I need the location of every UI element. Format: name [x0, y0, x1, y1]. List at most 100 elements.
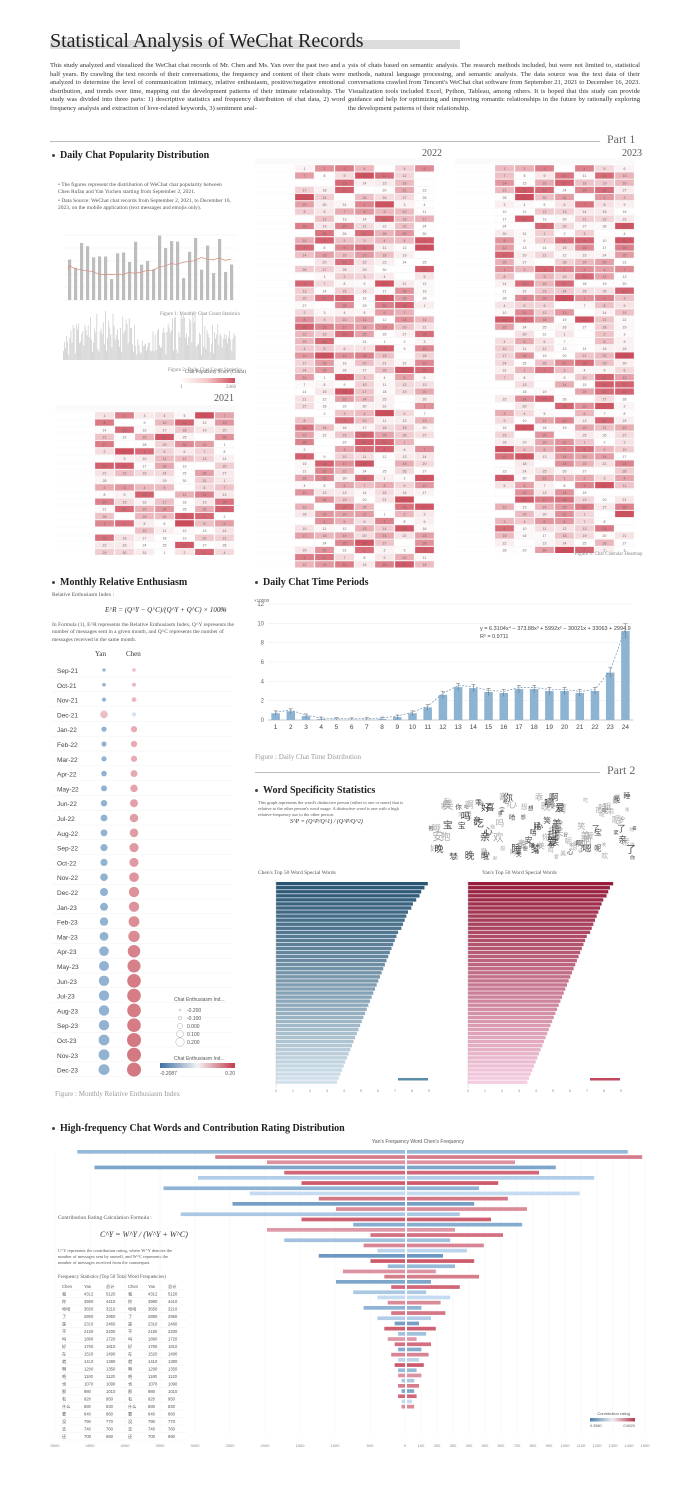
calendar-day-cell: [514, 222, 535, 230]
table-cell: 1410: [148, 1359, 158, 1364]
table-cell: 哈哈: [62, 1306, 71, 1313]
table-cell: 你: [128, 1298, 132, 1304]
contribution-left-bar: [198, 1176, 405, 1180]
calendar-day-number: 16: [603, 383, 607, 387]
calendar-day-number: 9: [404, 347, 406, 351]
calendar-header-cell: [155, 405, 175, 411]
calendar-header-cell: [75, 405, 95, 411]
calendar-day-cell: [494, 402, 515, 410]
calendar-day-number: 12: [203, 421, 207, 425]
contribution-right-bar: [407, 1202, 475, 1206]
calendar-day-number: 20: [423, 462, 427, 466]
time-bar: [286, 711, 296, 720]
calendar-day-cell: [534, 258, 555, 266]
calendar-day-number: 22: [603, 354, 607, 358]
calendar-day-number: 2: [524, 268, 526, 272]
table-cell: 3210: [106, 1307, 116, 1312]
monthly-bar: [68, 259, 72, 300]
chen-bubble: [129, 857, 139, 867]
calendar-day-number: 11: [323, 527, 327, 531]
table-cell: 3650: [84, 1307, 94, 1312]
calendar-day-number: 17: [363, 390, 367, 394]
calendar-day-number: 18: [323, 189, 327, 193]
intro-left: This study analyzed and visualized the W…: [50, 62, 345, 112]
calendar-day-number: 13: [223, 421, 227, 425]
table-cell: 要: [128, 1412, 132, 1418]
calendar-day-number: 25: [523, 361, 527, 365]
calendar-day-number: 20: [583, 318, 587, 322]
calendar-day-number: 8: [504, 275, 506, 279]
calendar-day-number: 15: [123, 500, 127, 504]
calendar-day-number: 17: [503, 217, 507, 221]
size-legend-label: 0.100: [187, 1032, 200, 1038]
calendar-day-number: 30: [423, 369, 427, 373]
calendar-header-cell: [275, 158, 295, 164]
calendar-day-number: 22: [503, 541, 507, 545]
contribution-left-bar: [336, 1280, 405, 1284]
calendar-day-number: 27: [103, 443, 107, 447]
chen-bubble: [131, 682, 137, 687]
contribution-left-bar: [163, 1186, 405, 1191]
word-cloud-glyph: 乖: [535, 792, 544, 802]
contribution-right-bar: [407, 1170, 539, 1175]
calendar-day-number: 6: [544, 340, 546, 344]
calendar-day-number: 12: [543, 210, 547, 214]
calendar-day-number: 12: [563, 419, 567, 423]
calendar-day-number: 11: [503, 455, 507, 459]
time-xtick-label: 1: [274, 724, 278, 731]
title-underline: [50, 40, 460, 49]
special-word-bar: [468, 942, 584, 947]
calendar-day-number: 30: [183, 479, 187, 483]
calendar-day-number: 5: [584, 268, 586, 272]
calendar-day-number: 8: [204, 522, 206, 526]
monthly-bar: [104, 256, 108, 300]
word-cloud-glyph: 抱: [428, 824, 434, 832]
calendar-day-number: 1: [204, 515, 206, 519]
calendar-day-number: 1: [504, 268, 506, 272]
special-word-bar: [276, 1076, 339, 1080]
table-cell: 是: [128, 1322, 133, 1328]
special-word-bar: [468, 963, 576, 967]
calendar-day-number: 30: [543, 549, 547, 553]
word-cloud-glyph: 心: [578, 847, 583, 854]
word-cloud-glyph: 好: [564, 831, 569, 838]
table-cell: 1520: [84, 1352, 94, 1357]
calendar-header-cell: [575, 158, 595, 164]
chen-bubble: [127, 944, 141, 958]
yan-bubble: [98, 1049, 110, 1061]
daily-bar: [66, 336, 67, 360]
calendar-day-number: 8: [324, 383, 326, 387]
calendar-day-number: 7: [344, 556, 346, 560]
calendar-day-number: 10: [503, 210, 507, 214]
calendar-day-cell: [114, 440, 135, 448]
daily-bar: [226, 334, 227, 360]
calendar-day-number: 6: [424, 239, 426, 243]
word-cloud-glyph: 抱: [582, 835, 591, 846]
yan-bubble: [98, 975, 110, 986]
calendar-day-number: 22: [623, 318, 627, 322]
calendar-day-number: 27: [403, 196, 407, 200]
calendar-day-number: 9: [324, 455, 326, 459]
calendar-day-number: 18: [583, 282, 587, 286]
calendar-day-number: 4: [564, 268, 566, 272]
calendar-day-number: 16: [403, 491, 407, 495]
special-xtick: 5: [552, 1089, 554, 1093]
monthly-bar: [80, 242, 84, 300]
special-word-bar: [276, 1027, 359, 1032]
special-word-bar: [468, 975, 571, 979]
calendar-day-number: 16: [343, 390, 347, 394]
calendar-header-cell: [375, 158, 395, 164]
contribution-right-bar: [407, 1165, 556, 1170]
daily-bar: [127, 343, 129, 360]
yan-bubble: [102, 683, 106, 687]
contribution-axis-label: 1300: [609, 1443, 619, 1448]
calendar-day-cell: [574, 337, 595, 345]
calendar-day-number: 6: [344, 484, 346, 488]
daily-bar: [163, 327, 165, 360]
calendar-day-number: 27: [563, 361, 567, 365]
calendar-day-number: 3: [364, 376, 366, 380]
calendar-day-number: 9: [544, 174, 546, 178]
daily-bar: [110, 334, 112, 360]
calendar-day-number: 5: [524, 448, 526, 452]
